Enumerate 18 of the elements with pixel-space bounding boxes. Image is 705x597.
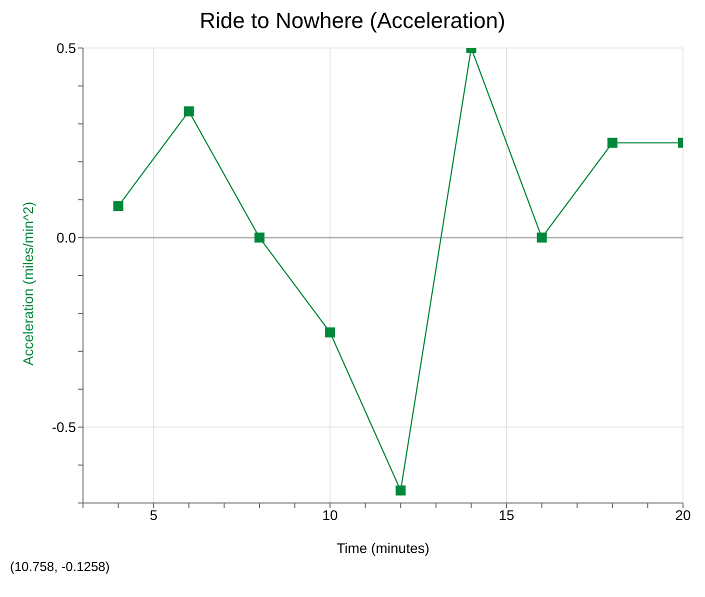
point [325, 327, 336, 338]
point [113, 201, 124, 212]
text: (10.758, -0.1258) [10, 559, 110, 574]
point [396, 485, 406, 496]
point [254, 232, 264, 243]
x-axis-title: Time (minutes) [336, 540, 430, 556]
x-tick-label: 10 [322, 506, 338, 523]
y-tick-label: 0.5 [56, 40, 76, 56]
point [536, 232, 547, 243]
y-axis-title: Acceleration (miles/min^2) [20, 202, 36, 366]
point [184, 106, 194, 116]
x-tick-label: 20 [675, 506, 691, 523]
chart-title: Ride to Nowhere (Acceleration) [198, 8, 506, 34]
x-tick-label: 5 [150, 506, 158, 523]
point [607, 138, 618, 148]
x-tick-label: 15 [498, 506, 515, 523]
y-tick-label: 0.0 [56, 230, 76, 246]
y-tick-label: -0.5 [52, 419, 76, 436]
